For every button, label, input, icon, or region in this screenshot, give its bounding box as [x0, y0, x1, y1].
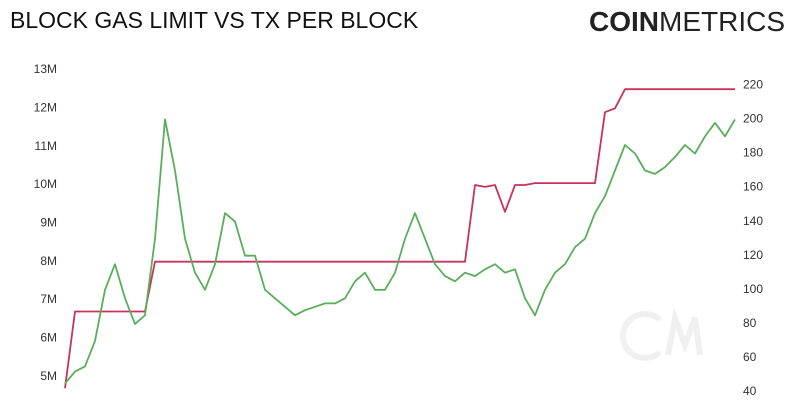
chart-title: BLOCK GAS LIMIT VS TX PER BLOCK	[10, 7, 419, 33]
y-tick-label: 9M	[40, 216, 57, 230]
y2-tick-label: 180	[743, 146, 763, 160]
y2-tick-label: 40	[743, 384, 757, 398]
y2-tick-label: 60	[743, 350, 757, 364]
brand-bold: COIN	[589, 6, 659, 37]
brand-light: METRICS	[659, 6, 785, 37]
y-tick-label: 13M	[34, 62, 57, 76]
series-line	[64, 88, 735, 389]
y2-tick-label: 80	[743, 316, 757, 330]
y-tick-label: 11M	[35, 139, 57, 153]
y2-tick-label: 120	[743, 248, 763, 262]
y2-tick-label: 100	[743, 282, 763, 296]
y-tick-label: 5M	[40, 369, 57, 383]
y-tick-label: 7M	[40, 292, 57, 306]
y-tick-label: 6M	[40, 331, 57, 345]
watermark	[619, 306, 703, 361]
brand-logo: COINMETRICS	[589, 6, 785, 37]
y2-tick-label: 140	[743, 214, 763, 228]
y2-tick-label: 200	[743, 112, 763, 126]
y-tick-label: 10M	[34, 177, 57, 191]
series-line	[64, 118, 736, 385]
y-tick-label: 12M	[34, 101, 57, 115]
y2-tick-label: 220	[743, 78, 763, 92]
y-tick-label: 8M	[40, 254, 57, 268]
y2-tick-label: 160	[743, 180, 763, 194]
